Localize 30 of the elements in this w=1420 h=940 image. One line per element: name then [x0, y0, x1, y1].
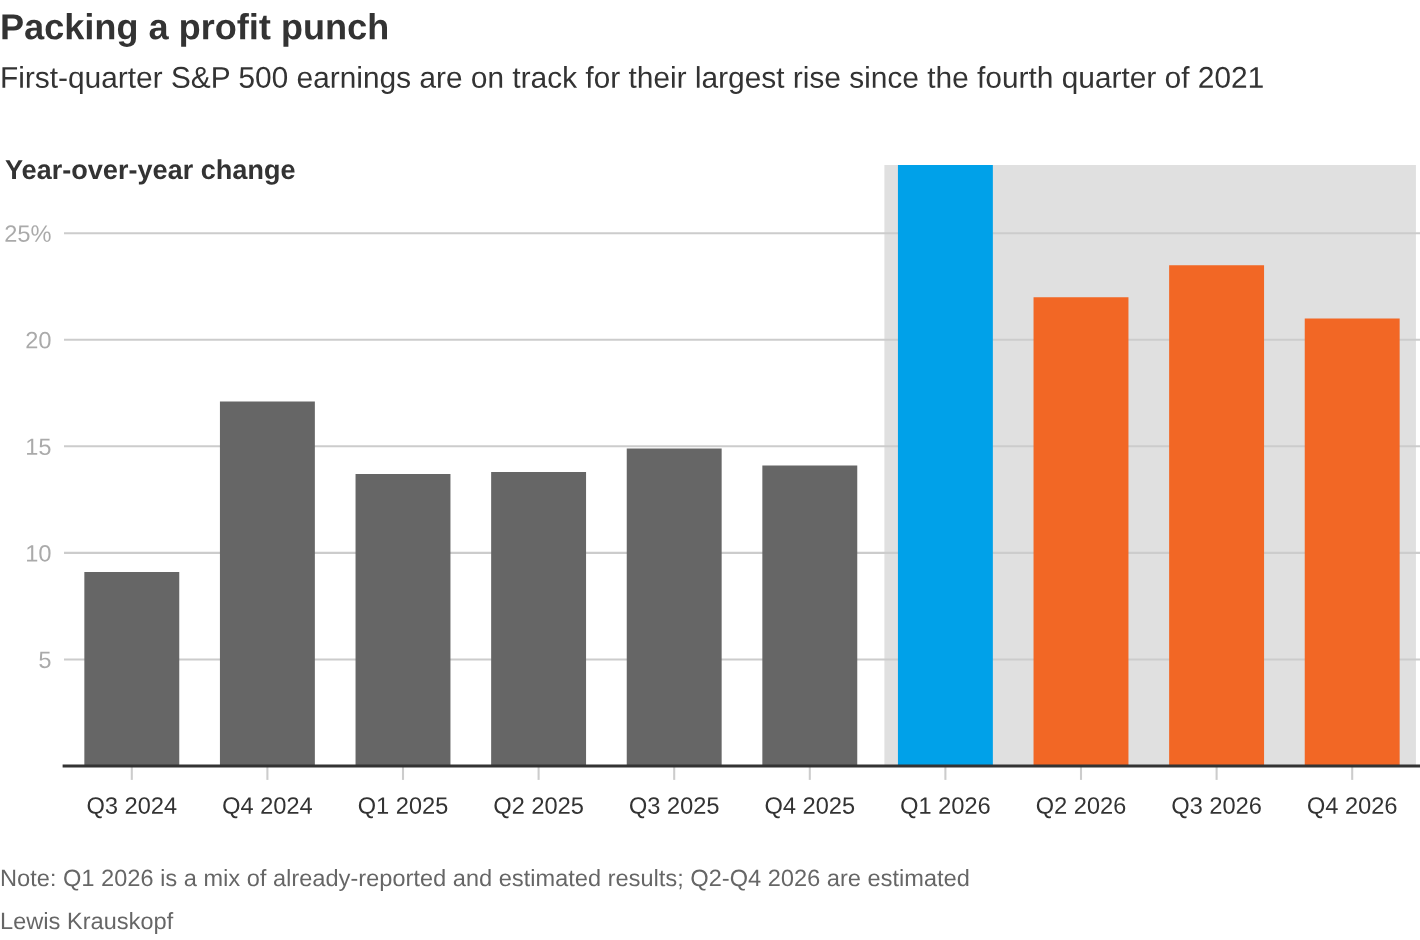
text: Lewis Krauskopf	[1, 911, 174, 935]
y-tick-label: 10	[27, 544, 51, 562]
text: Note: Q1 2026 is a mix of already-reported and estimated results; Q2-Q4 2026 are estimated	[1, 868, 969, 892]
x-tick-label: Q4 2024	[223, 797, 312, 819]
x-tick-label: Q3 2026	[1172, 797, 1261, 819]
chart-subtitle: First-quarter S&P 500 earnings are on track for their largest rise since the fourth quarter of 2021	[2, 66, 1263, 94]
y-tick-label: 20	[26, 331, 51, 349]
y-axis-title: Year-over-year change	[5, 159, 295, 185]
y-tick-label: 15	[27, 438, 51, 456]
x-tick-label: Q1 2025	[358, 797, 448, 819]
x-tick-label: Q2 2026	[1036, 797, 1126, 819]
bar	[897, 165, 993, 766]
bar	[762, 465, 858, 766]
bar	[1033, 297, 1129, 766]
bar	[1169, 265, 1265, 766]
y-tick-label: 25%	[5, 225, 51, 242]
bar	[355, 474, 451, 766]
x-tick-label: Q4 2025	[765, 797, 855, 819]
bar	[626, 448, 722, 766]
bar	[1304, 318, 1400, 766]
x-tick-label: Q3 2024	[87, 797, 177, 819]
chart-title: Packing a profit punch	[2, 13, 387, 47]
x-tick-label: Q1 2026	[901, 797, 990, 819]
x-tick-label: Q3 2025	[630, 797, 719, 819]
x-tick-label: Q4 2026	[1308, 797, 1397, 819]
y-tick-label: 5	[39, 651, 51, 669]
bar	[219, 401, 315, 766]
x-tick-label: Q2 2025	[494, 797, 583, 819]
bar	[84, 572, 180, 766]
bar	[491, 471, 587, 766]
